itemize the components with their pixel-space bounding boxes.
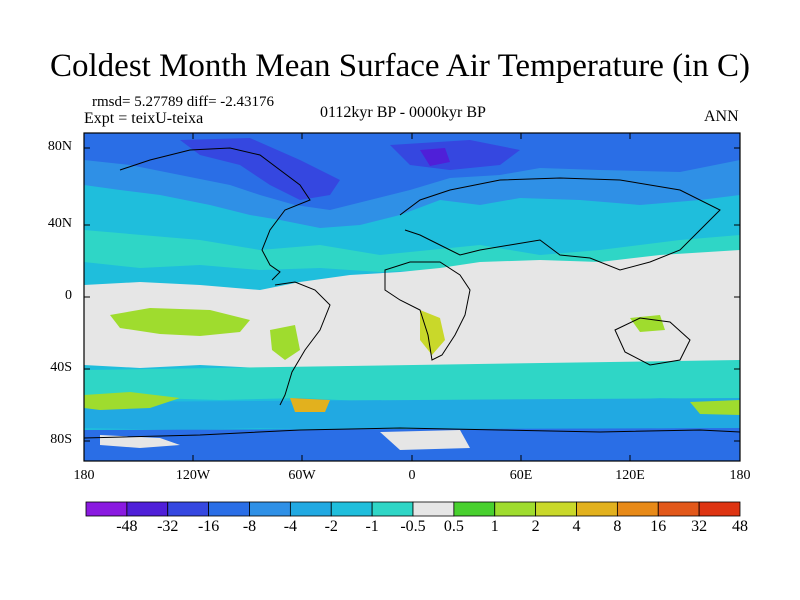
field-south-america-warm (270, 325, 300, 360)
colorbar-label: 2 (531, 518, 540, 535)
field-tropics (84, 250, 740, 372)
experiment-label: Expt = teixU-teixa (84, 110, 204, 127)
colorbar-swatch (657, 501, 700, 517)
colorbar-swatch (616, 501, 659, 517)
lat-label: 80N (47, 139, 72, 154)
coast-antarctica (84, 427, 740, 439)
lon-label: 180 (729, 468, 751, 483)
colorbar-swatch (249, 501, 291, 517)
colorbar-swatch (167, 501, 210, 517)
colorbar-label: -16 (197, 518, 220, 535)
colorbar-swatch (371, 501, 414, 517)
colorbar-label: 8 (613, 518, 622, 535)
colorbar-label: 0.5 (443, 518, 464, 535)
field-southern-ocean (84, 398, 740, 432)
lat-label: 40N (47, 216, 72, 231)
colorbar-label: -4 (283, 518, 298, 535)
colorbar-label: 4 (572, 518, 581, 535)
colorbar-swatch (412, 501, 455, 517)
colorbar-label: -8 (242, 518, 257, 535)
colorbar-swatch (330, 501, 373, 517)
stats-text: rmsd= 5.27789 diff= -2.43176 (92, 94, 275, 110)
colorbar-label: -1 (365, 518, 379, 535)
colorbar-label: 1 (490, 518, 499, 535)
coast-north-america (119, 147, 311, 281)
colorbar-swatch (85, 501, 128, 517)
field-africa-warm (420, 310, 445, 355)
field-cold-core (420, 148, 450, 166)
field-south-warm-patch (290, 398, 330, 412)
lon-label: 180 (73, 468, 95, 483)
colorbar-label: -48 (116, 518, 138, 535)
coast-eurasia (399, 177, 721, 271)
lat-label: 40S (50, 360, 72, 375)
coast-south-america (274, 281, 331, 406)
field-antarctic-neutral (100, 435, 180, 448)
lat-label: 0 (65, 288, 72, 303)
plot-title: Coldest Month Mean Surface Air Temperatu… (50, 48, 750, 84)
colorbar-swatch (576, 501, 618, 517)
field-south-warm-west (84, 392, 180, 410)
colorbar-label: -2 (324, 518, 338, 535)
temperature-field (84, 133, 740, 461)
colorbar-swatch (208, 501, 250, 517)
coastlines (84, 147, 740, 439)
field-south-midlat (84, 360, 740, 405)
colorbar-swatch (535, 501, 577, 517)
colorbar (85, 501, 741, 517)
colorbar-swatch (453, 501, 496, 517)
lon-label: 60W (288, 468, 316, 483)
colorbar-swatch (289, 501, 332, 517)
colorbar-label: 48 (732, 518, 748, 535)
lat-label: 80S (50, 432, 72, 447)
colorbar-label: -0.5 (400, 518, 426, 535)
colorbar-swatch (494, 501, 537, 517)
coast-africa (384, 261, 471, 361)
colorbar-swatch (126, 501, 169, 517)
lon-label: 60E (509, 468, 533, 483)
colorbar-label: 32 (691, 518, 708, 535)
colorbar-label: 16 (650, 518, 667, 535)
colorbar-swatch (698, 501, 741, 517)
field-antarctic-neutral-2 (380, 430, 470, 450)
coast-australia (614, 317, 691, 366)
field-australia-warm (630, 315, 665, 332)
field-siberia-cold (390, 140, 520, 170)
field-south-warm-east (690, 400, 740, 415)
colorbar-label: -32 (157, 518, 179, 535)
field-pacific-warm (110, 308, 250, 336)
lon-label: 120E (615, 468, 645, 483)
period-label: 0112kyr BP - 0000kyr BP (320, 104, 486, 121)
axis-ticks (83, 133, 741, 461)
lon-label: 120W (175, 468, 211, 483)
season-label: ANN (704, 108, 739, 125)
lon-label: 0 (408, 468, 416, 483)
